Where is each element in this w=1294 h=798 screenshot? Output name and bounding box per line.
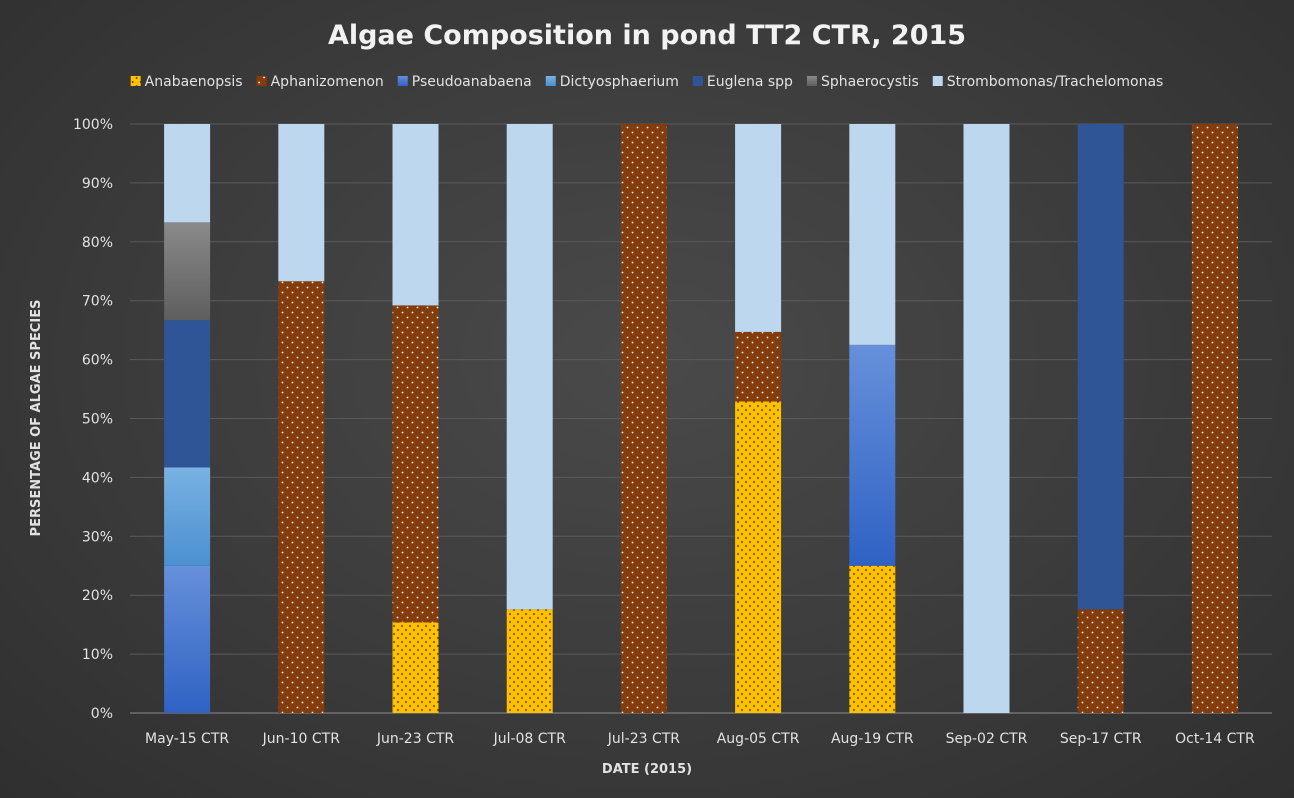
legend-item-dictyosphaerium: Dictyosphaerium (545, 74, 679, 90)
bar-segment-strombomonas-trachelomonas (735, 124, 782, 332)
bar-segment-euglena-spp (164, 320, 211, 468)
legend-swatch (692, 76, 703, 86)
bar-segment-strombomonas-trachelomonas (963, 124, 1010, 713)
legend-swatch (545, 76, 556, 86)
legend-item-sphaerocystis: Sphaerocystis (806, 74, 919, 90)
y-tick-label: 100% (73, 117, 113, 133)
y-axis-ticks: 0% 10% 20% 30% 40% 50% 60% 70% 80% 90% 100% (73, 117, 113, 722)
legend-label: Sphaerocystis (821, 74, 919, 90)
legend-item-pseudoanabaena: Pseudoanabaena (397, 74, 532, 90)
x-axis-label: DATE (2015) (602, 762, 692, 777)
x-tick-label: Aug-19 CTR (831, 731, 914, 747)
x-axis-ticks: May-15 CTR Jun-10 CTR Jun-23 CTR Jul-08 CTR… (145, 731, 1255, 747)
bar-segment-euglena-spp (1077, 124, 1124, 610)
legend-swatch (806, 76, 817, 86)
legend-swatch (256, 76, 267, 86)
legend-item-strombomonas-trachelomonas: Strombomonas/Trachelomonas (932, 74, 1164, 90)
bar-segment-strombomonas-trachelomonas (392, 124, 439, 306)
bar-segment-pseudoanabaena (164, 565, 211, 713)
legend-label: Anabaenopsis (145, 74, 243, 90)
y-axis-label: PERSENTAGE OF ALGAE SPECIES (29, 300, 44, 537)
x-tick-label: Sep-17 CTR (1060, 731, 1142, 747)
bar-segment-anabaenopsis (735, 401, 782, 713)
y-tick-label: 80% (82, 235, 113, 251)
y-tick-label: 10% (82, 647, 113, 663)
x-tick-label: Oct-14 CTR (1175, 731, 1255, 747)
x-tick-label: Sep-02 CTR (946, 731, 1028, 747)
legend: Anabaenopsis Aphanizomenon Pseudoanabaena D… (130, 74, 1164, 90)
bar-segment-strombomonas-trachelomonas (164, 124, 211, 223)
bar-segment-anabaenopsis (849, 565, 896, 713)
legend-label: Dictyosphaerium (560, 74, 679, 90)
bar-segment-anabaenopsis (506, 609, 553, 713)
legend-label: Euglena spp (707, 74, 793, 90)
bar-segment-strombomonas-trachelomonas (278, 124, 325, 282)
legend-swatch (932, 76, 943, 86)
bar-segment-aphanizomenon (1077, 609, 1124, 713)
bar-segment-strombomonas-trachelomonas (506, 124, 553, 610)
bar-segment-aphanizomenon (620, 124, 667, 713)
y-tick-label: 0% (91, 706, 113, 722)
bar-segment-aphanizomenon (392, 305, 439, 623)
bar-segment-aphanizomenon (1191, 124, 1238, 713)
y-tick-label: 70% (82, 294, 113, 310)
x-tick-label: Aug-05 CTR (717, 731, 800, 747)
x-tick-label: Jun-23 CTR (376, 731, 455, 747)
chart-title: Algae Composition in pond TT2 CTR, 2015 (328, 20, 966, 51)
legend-item-euglena-spp: Euglena spp (692, 74, 793, 90)
x-tick-label: Jul-23 CTR (607, 731, 681, 747)
x-tick-label: Jul-08 CTR (493, 731, 567, 747)
y-tick-label: 50% (82, 412, 113, 428)
legend-item-anabaenopsis: Anabaenopsis (130, 74, 243, 90)
y-tick-label: 20% (82, 588, 113, 604)
bar-segment-dictyosphaerium (164, 467, 211, 566)
legend-item-aphanizomenon: Aphanizomenon (256, 74, 384, 90)
legend-label: Strombomonas/Trachelomonas (947, 74, 1164, 90)
y-tick-label: 30% (82, 529, 113, 545)
bar-segment-pseudoanabaena (849, 344, 896, 566)
x-tick-label: May-15 CTR (145, 731, 229, 747)
bar-segment-sphaerocystis (164, 222, 211, 321)
legend-label: Pseudoanabaena (412, 74, 532, 90)
y-tick-label: 40% (82, 470, 113, 486)
legend-swatch (130, 76, 141, 86)
y-tick-label: 90% (82, 176, 113, 192)
bars (164, 124, 1238, 713)
bar-segment-aphanizomenon (735, 331, 782, 402)
legend-swatch (397, 76, 408, 86)
bar-segment-strombomonas-trachelomonas (849, 124, 896, 345)
legend-label: Aphanizomenon (271, 74, 384, 90)
bar-segment-anabaenopsis (392, 622, 439, 713)
bar-segment-aphanizomenon (278, 281, 325, 713)
x-tick-label: Jun-10 CTR (262, 731, 341, 747)
y-tick-label: 60% (82, 353, 113, 369)
